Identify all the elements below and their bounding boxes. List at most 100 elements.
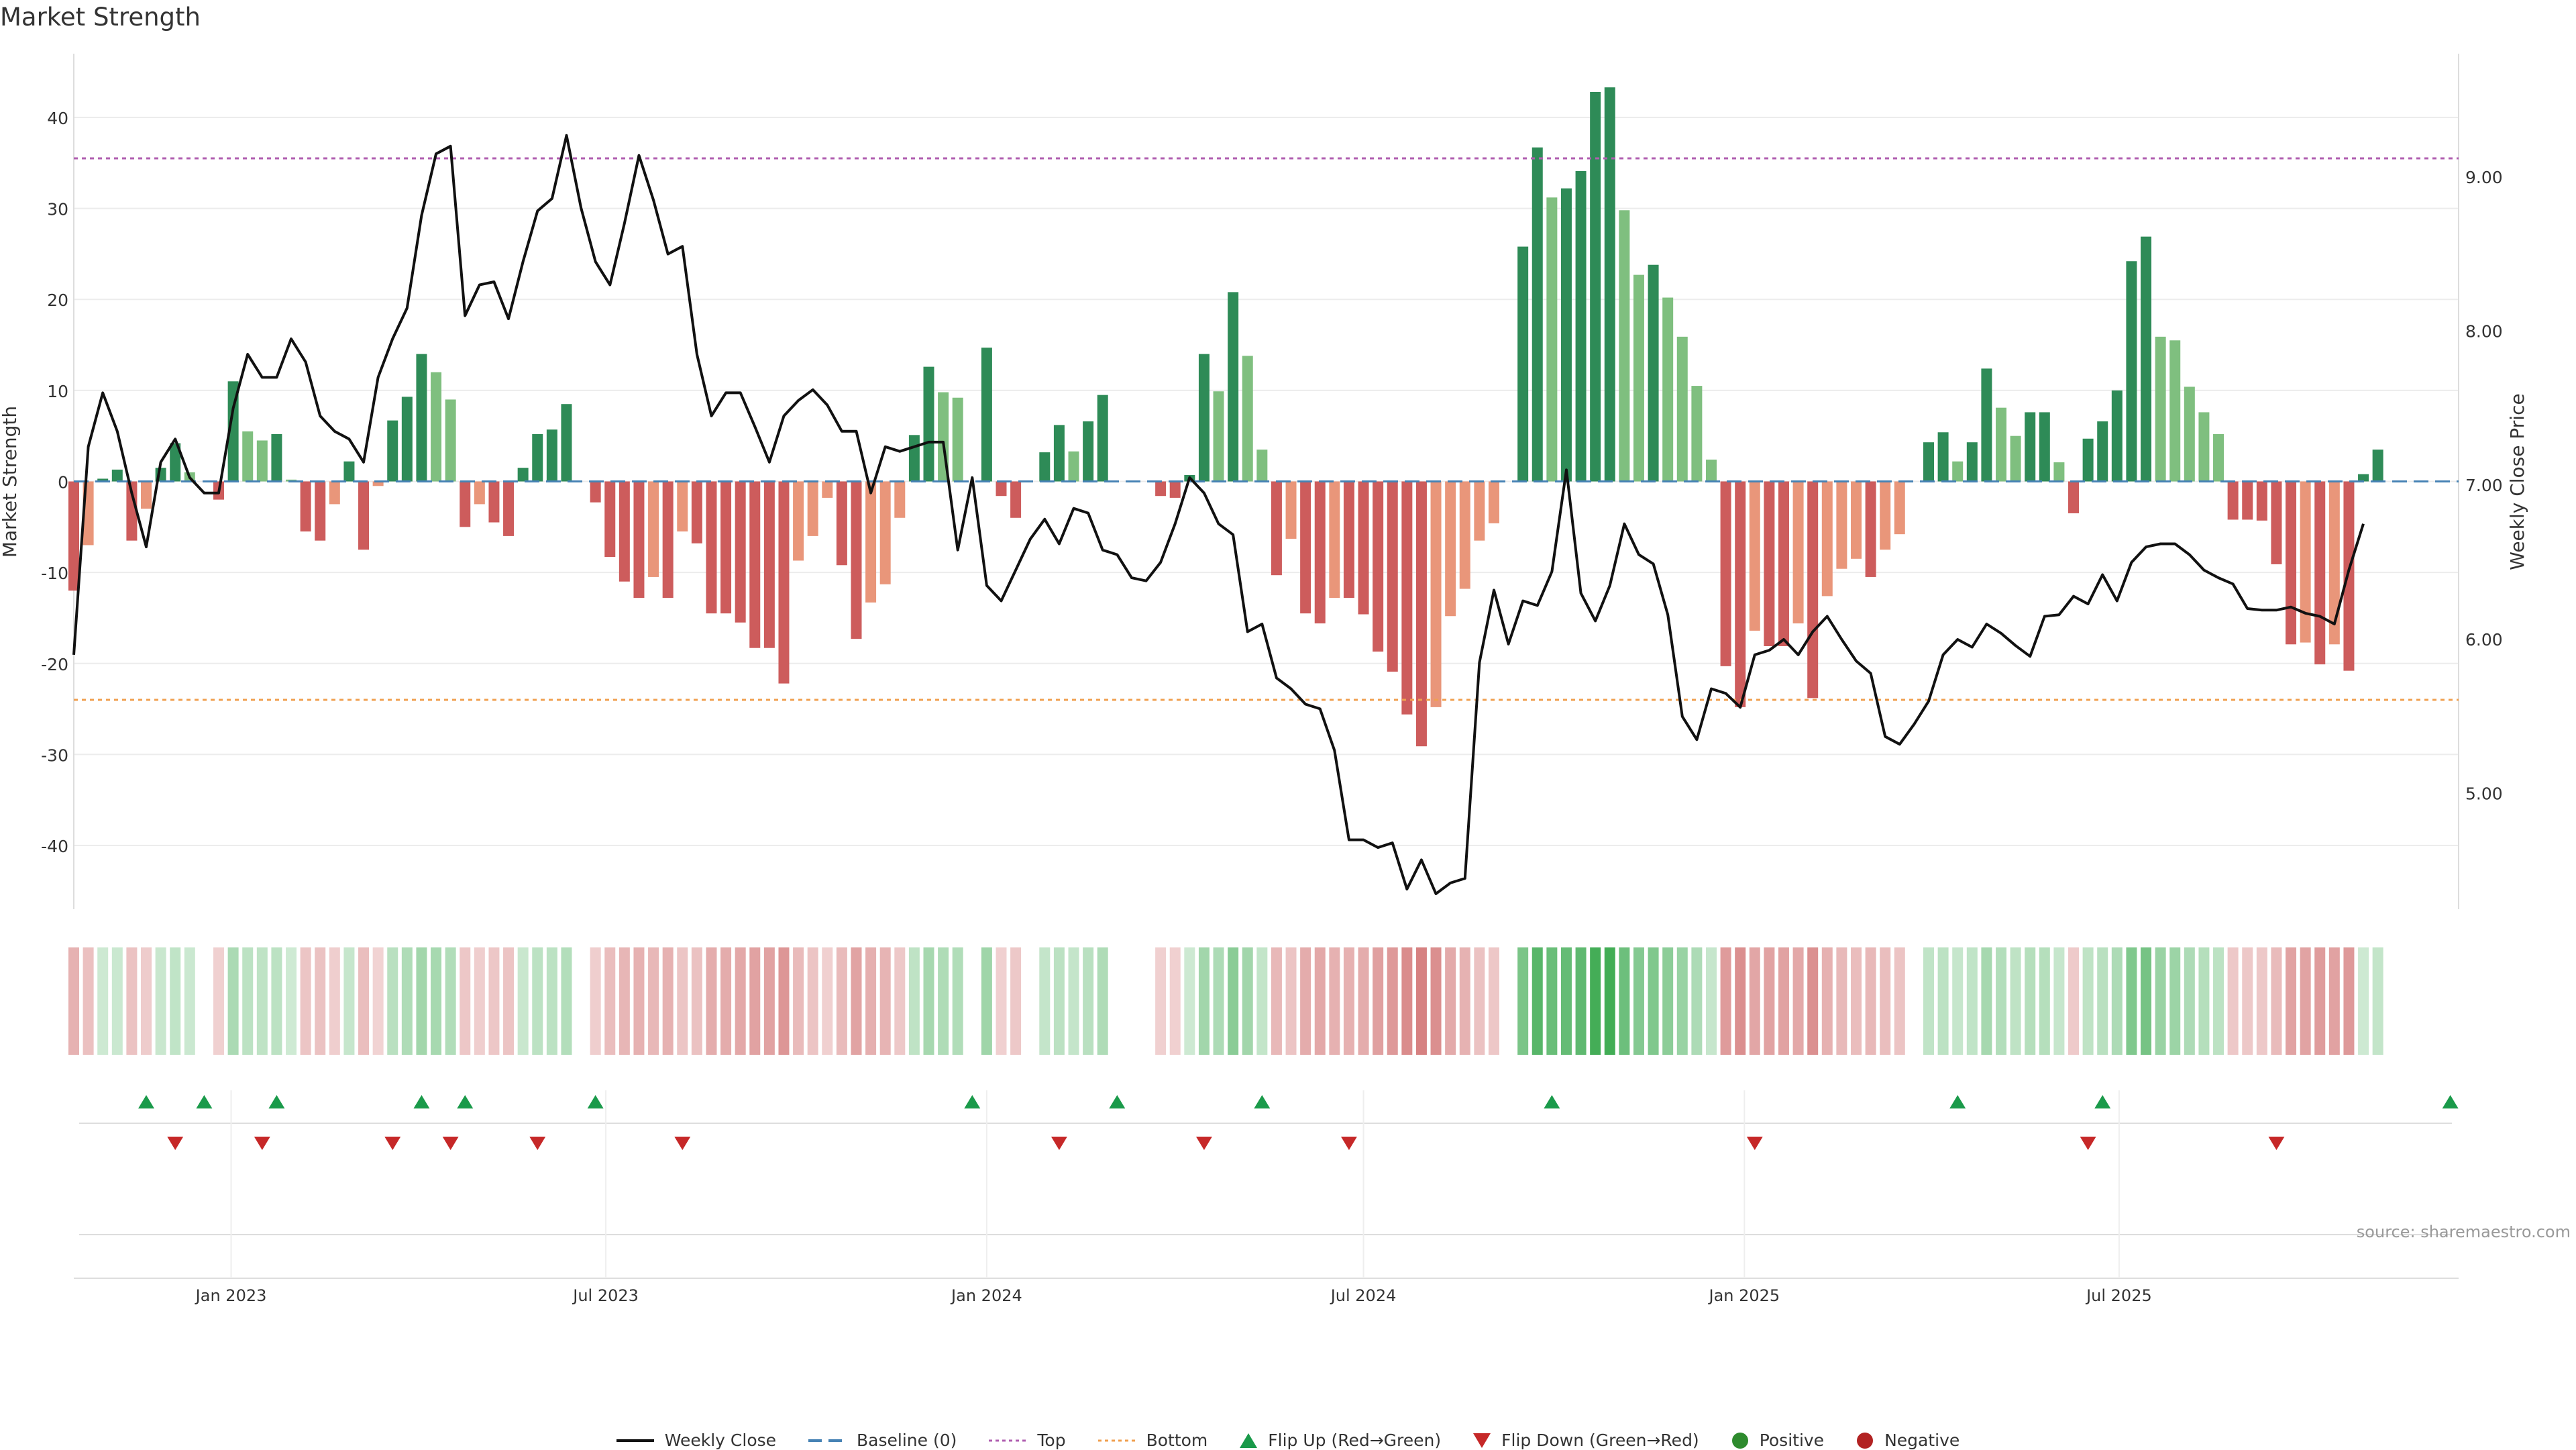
heat-cell (155, 947, 166, 1055)
legend-negative-label: Negative (1884, 1431, 1960, 1450)
heat-cell (938, 947, 949, 1055)
strength-bar (590, 481, 601, 503)
heat-cell (778, 947, 790, 1055)
strength-bar (1560, 188, 1572, 482)
heat-cell (1807, 947, 1819, 1055)
triangle-down-icon (1473, 1433, 1491, 1448)
heat-cell (1010, 947, 1022, 1055)
strength-bars (68, 87, 2383, 747)
heat-cell (1662, 947, 1674, 1055)
y-tick-label: -40 (41, 837, 68, 856)
strength-bar (416, 354, 427, 482)
chart-title: Market Strength (0, 3, 201, 32)
strength-bar (1836, 481, 1847, 569)
strength-bar (460, 481, 471, 527)
heat-cell (2286, 947, 2297, 1055)
y2-tick-label: 7.00 (2465, 476, 2503, 495)
flip-down-marker (674, 1137, 691, 1150)
strength-bar (488, 481, 500, 523)
heat-cell (793, 947, 804, 1055)
heat-cell (720, 947, 732, 1055)
heat-cell (1474, 947, 1485, 1055)
flip-up-marker (196, 1095, 213, 1108)
flip-down-marker (254, 1137, 270, 1150)
legend-baseline-label: Baseline (0) (857, 1431, 957, 1450)
heat-cell (1778, 947, 1789, 1055)
strength-bar (749, 481, 761, 648)
strength-bar (170, 443, 181, 482)
flip-up-marker (2442, 1095, 2459, 1108)
heat-cell (2039, 947, 2050, 1055)
heat-cell (1836, 947, 1847, 1055)
heat-cell (662, 947, 674, 1055)
heat-cell (1184, 947, 1195, 1055)
legend: Weekly Close Baseline (0) Top Bottom Fli… (0, 1431, 2576, 1450)
strength-bar (68, 481, 79, 591)
heat-cell (1996, 947, 2007, 1055)
heat-cell (1228, 947, 1239, 1055)
strength-bar (1430, 481, 1442, 707)
heat-cell (1560, 947, 1572, 1055)
heat-cell (1213, 947, 1224, 1055)
heat-cell (1546, 947, 1558, 1055)
strength-bar (2242, 481, 2253, 520)
heat-cell (83, 947, 94, 1055)
x-tick-label: Jul 2024 (1330, 1286, 1397, 1305)
strength-bar (387, 420, 398, 482)
strength-bar (677, 481, 688, 532)
heat-cell (372, 947, 384, 1055)
flip-down-marker (1195, 1137, 1212, 1150)
strength-bar (1459, 481, 1470, 589)
flip-down-marker (384, 1137, 401, 1150)
strength-bar (1097, 395, 1108, 482)
strength-bar (1720, 481, 1731, 666)
strength-bar (1169, 481, 1181, 498)
heat-cell (1271, 947, 1282, 1055)
strength-bar (1068, 451, 1079, 482)
heat-cell (1894, 947, 1905, 1055)
strength-bar (2068, 481, 2080, 513)
heat-cell (1865, 947, 1876, 1055)
strength-bar (1937, 432, 1949, 482)
baseline-swatch (808, 1439, 847, 1442)
strength-bar (1314, 481, 1326, 624)
strength-bar (517, 468, 529, 482)
y-tick-label: 20 (47, 291, 68, 310)
y-tick-label: -30 (41, 745, 68, 765)
y2-axis-label: Weekly Close Price (2506, 393, 2528, 570)
strength-bar (1415, 481, 1427, 747)
strength-bar (1387, 481, 1398, 672)
strength-bar (1604, 87, 1615, 482)
heat-cell (2358, 947, 2369, 1055)
legend-bottom-label: Bottom (1146, 1431, 1208, 1450)
heat-cell (242, 947, 254, 1055)
strength-bar (1792, 481, 1804, 624)
strength-bar (807, 481, 818, 536)
heat-cell (836, 947, 847, 1055)
heat-cell (2271, 947, 2282, 1055)
heat-cell (68, 947, 79, 1055)
flip-up-marker (1544, 1095, 1560, 1108)
heat-cell (1792, 947, 1804, 1055)
heat-cell (1764, 947, 1775, 1055)
strength-bar (1633, 274, 1644, 482)
y2-tick-label: 8.00 (2465, 322, 2503, 342)
strength-bar (126, 481, 138, 541)
heat-cell (126, 947, 138, 1055)
heat-cell (749, 947, 761, 1055)
strength-bar (1764, 481, 1775, 647)
y-tick-label: 30 (47, 200, 68, 219)
strength-bar (1821, 481, 1833, 597)
strength-bar (1373, 481, 1384, 652)
heat-cell (590, 947, 601, 1055)
flip-up-marker (587, 1095, 604, 1108)
heat-cell (2025, 947, 2036, 1055)
strength-bar (256, 440, 268, 482)
heat-cell (763, 947, 775, 1055)
strength-bar (1546, 197, 1558, 482)
legend-baseline: Baseline (0) (808, 1431, 957, 1450)
strength-bar (1474, 481, 1485, 541)
strength-bar (1343, 481, 1354, 599)
flip-down-marker (2080, 1137, 2096, 1150)
